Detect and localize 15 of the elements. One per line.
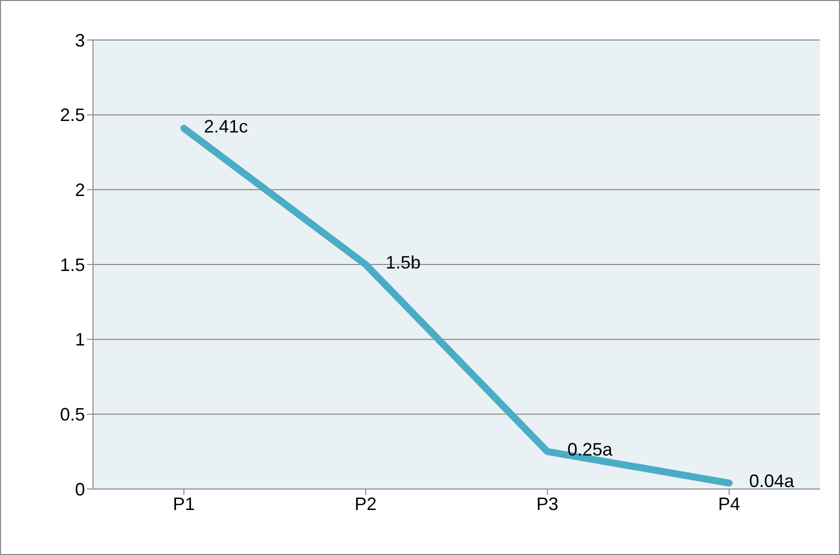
y-tick-label: 1.5 [60, 254, 85, 275]
data-label: 0.04a [749, 471, 796, 492]
y-tick-label: 0 [74, 479, 85, 500]
x-tick-label: P1 [172, 494, 195, 514]
y-tick-label: 3 [74, 30, 85, 50]
y-tick-label: 1 [74, 330, 85, 350]
data-label: 2.41c [204, 116, 248, 136]
x-tick-label: P4 [718, 494, 740, 514]
y-tick-label: 0.5 [60, 404, 85, 425]
data-label: 1.5b [386, 252, 421, 272]
x-tick-label: P2 [354, 494, 377, 514]
data-label: 0.25a [567, 440, 614, 460]
x-tick-label: P3 [536, 494, 558, 514]
y-tick-label: 2 [74, 180, 85, 200]
y-tick-label: 2.5 [60, 105, 85, 126]
